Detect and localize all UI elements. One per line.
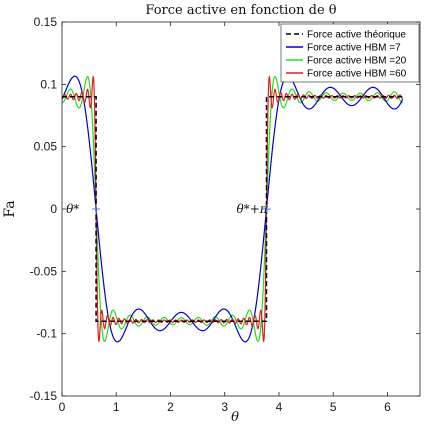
y-tick-label: 0.1: [40, 77, 57, 91]
x-tick-label: 4: [276, 400, 283, 414]
plot-area: [62, 22, 420, 396]
plot-frame: [61, 21, 421, 397]
legend-label: Force active HBM =7: [307, 43, 401, 54]
x-tick-label: 1: [113, 400, 120, 414]
x-tick-label: 5: [330, 400, 337, 414]
y-tick-label: 0: [50, 202, 57, 216]
legend: Force active théorique Force active HBM =…: [280, 23, 420, 83]
y-tick-label: -0.05: [30, 264, 58, 278]
series-line-3: [61, 75, 403, 343]
legend-box: [280, 23, 420, 83]
y-tick-label: -0.1: [36, 327, 57, 341]
x-tick-label: 2: [167, 400, 174, 414]
y-tick-label: 0.05: [34, 140, 58, 154]
x-tick-label: 3: [221, 400, 228, 414]
series-line-4: [61, 75, 403, 343]
series-layer: [61, 75, 404, 343]
chart-title: Force active en fonction de θ: [145, 3, 336, 18]
legend-label: Force active HBM =60: [307, 69, 407, 80]
legend-label: Force active HBM =20: [307, 56, 407, 67]
series-line-1: [62, 96, 403, 322]
y-tick-label: 0.15: [34, 15, 58, 29]
x-tick-label: 6: [384, 400, 391, 414]
legend-label: Force active théorique: [307, 30, 406, 41]
x-tick-label: 0: [59, 400, 66, 414]
marker-label: θ*: [66, 202, 79, 216]
x-axis-label: θ: [231, 410, 239, 425]
y-axis-label: Fa: [2, 200, 18, 217]
marker-label: θ*+π: [236, 202, 268, 216]
y-tick-label: -0.15: [30, 389, 58, 403]
